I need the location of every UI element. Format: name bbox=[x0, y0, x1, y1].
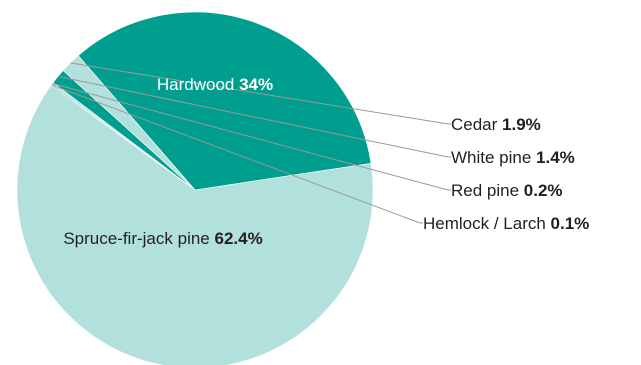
callout-label-hemlock-larch: Hemlock / Larch 0.1% bbox=[423, 214, 589, 233]
slice-name-red-pine: Red pine bbox=[451, 181, 524, 200]
slice-value-hardwood: 34% bbox=[239, 75, 273, 94]
leader-line-cedar bbox=[70, 62, 451, 125]
slice-value-cedar: 1.9% bbox=[502, 115, 541, 134]
callout-label-cedar: Cedar 1.9% bbox=[451, 115, 541, 134]
pie-slices bbox=[16, 11, 374, 365]
pie-slice-hardwood bbox=[77, 11, 372, 191]
callout-label-red-pine: Red pine 0.2% bbox=[451, 181, 563, 200]
slice-name-hemlock-larch: Hemlock / Larch bbox=[423, 214, 551, 233]
slice-name-hardwood: Hardwood bbox=[157, 75, 239, 94]
slice-label-hardwood: Hardwood 34% bbox=[157, 75, 273, 94]
callout-leaders bbox=[51, 62, 451, 224]
slice-label-spruce-fir-jack-pine: Spruce-fir-jack pine 62.4% bbox=[63, 229, 262, 248]
pie-slice-spruce-fir-jack-pine bbox=[16, 84, 374, 365]
slice-name-spruce-fir-jack-pine: Spruce-fir-jack pine bbox=[63, 229, 214, 248]
slice-value-hemlock-larch: 0.1% bbox=[551, 214, 590, 233]
leader-line-white-pine bbox=[57, 75, 451, 158]
callout-label-white-pine: White pine 1.4% bbox=[451, 148, 575, 167]
slice-value-white-pine: 1.4% bbox=[536, 148, 575, 167]
slice-name-cedar: Cedar bbox=[451, 115, 502, 134]
slice-labels: Hardwood 34% Cedar 1.9% White pine 1.4% Red… bbox=[63, 75, 589, 248]
leader-line-red-pine bbox=[52, 83, 451, 191]
slice-name-white-pine: White pine bbox=[451, 148, 536, 167]
leader-line-hemlock-larch bbox=[51, 84, 423, 224]
slice-value-red-pine: 0.2% bbox=[524, 181, 563, 200]
slice-value-spruce-fir-jack-pine: 62.4% bbox=[214, 229, 262, 248]
